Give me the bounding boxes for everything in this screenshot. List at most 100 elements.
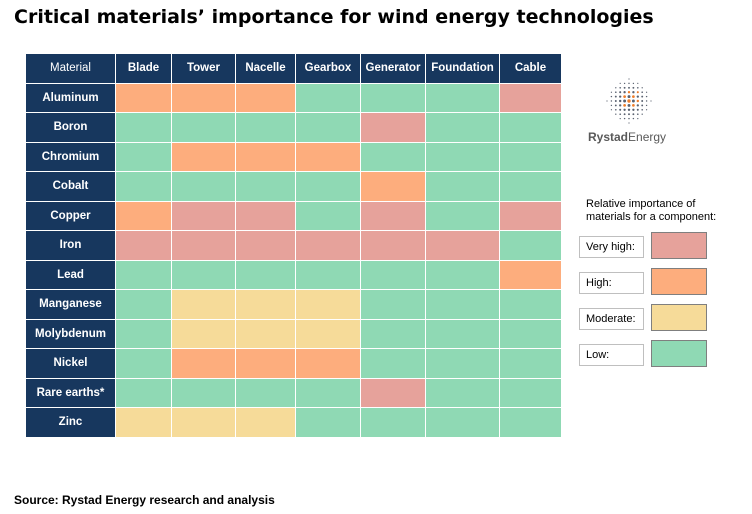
heatmap-cell: [236, 260, 295, 289]
row-label: Manganese: [26, 290, 115, 319]
heatmap-cell: [172, 378, 235, 407]
heatmap-cell: [500, 142, 561, 171]
heatmap-cell: [236, 408, 295, 437]
heatmap-cell: [500, 83, 561, 112]
heatmap-cell: [361, 83, 425, 112]
heatmap-cell: [361, 113, 425, 142]
heatmap-cell: [296, 83, 360, 112]
row-label: Iron: [26, 231, 115, 260]
heatmap-cell: [500, 290, 561, 319]
heatmap-cell: [296, 349, 360, 378]
column-header: Blade: [116, 54, 171, 83]
heatmap-cell: [116, 113, 171, 142]
heatmap-cell: [426, 142, 499, 171]
row-label: Copper: [26, 201, 115, 230]
heatmap-cell: [172, 201, 235, 230]
heatmap-cell: [296, 231, 360, 260]
heatmap-cell: [236, 319, 295, 348]
row-label: Aluminum: [26, 83, 115, 112]
heatmap-cell: [116, 172, 171, 201]
heatmap-cell: [426, 260, 499, 289]
column-header: Generator: [361, 54, 425, 83]
legend-label: High:: [579, 272, 644, 294]
heatmap-cell: [361, 172, 425, 201]
legend-swatch: [651, 340, 707, 367]
legend-title: Relative importance of materials for a c…: [586, 198, 717, 223]
heatmap-cell: [236, 113, 295, 142]
heatmap-cell: [361, 260, 425, 289]
row-label: Molybdenum: [26, 319, 115, 348]
row-label: Nickel: [26, 349, 115, 378]
heatmap-cell: [361, 408, 425, 437]
heatmap-cell: [236, 172, 295, 201]
heatmap-cell: [296, 201, 360, 230]
heatmap-cell: [172, 113, 235, 142]
row-label: Boron: [26, 113, 115, 142]
heatmap-cell: [172, 231, 235, 260]
heatmap-cell: [500, 172, 561, 201]
row-label: Zinc: [26, 408, 115, 437]
heatmap-cell: [361, 378, 425, 407]
legend-label: Low:: [579, 344, 644, 366]
heatmap-cell: [361, 349, 425, 378]
heatmap-cell: [236, 201, 295, 230]
brand-name-bold: Rystad: [588, 130, 629, 144]
heatmap-cell: [426, 290, 499, 319]
heatmap-cell: [426, 113, 499, 142]
heatmap-cell: [236, 231, 295, 260]
heatmap-cell: [236, 142, 295, 171]
row-label: Lead: [26, 260, 115, 289]
heatmap-cell: [361, 201, 425, 230]
heatmap-cell: [172, 260, 235, 289]
heatmap-cell: [426, 201, 499, 230]
column-header: Tower: [172, 54, 235, 83]
heatmap-cell: [296, 172, 360, 201]
rystad-logo-icon: [606, 78, 652, 124]
heatmap-cell: [296, 319, 360, 348]
heatmap-cell: [426, 231, 499, 260]
heatmap-cell: [172, 172, 235, 201]
heatmap-cell: [172, 83, 235, 112]
row-label: Chromium: [26, 142, 115, 171]
brand-name: RystadEnergy: [588, 130, 666, 144]
legend-swatch: [651, 268, 707, 295]
column-header: Cable: [500, 54, 561, 83]
heatmap-cell: [172, 290, 235, 319]
column-header: Nacelle: [236, 54, 295, 83]
heatmap-cell: [500, 201, 561, 230]
legend-swatch: [651, 304, 707, 331]
heatmap-cell: [236, 83, 295, 112]
heatmap-cell: [116, 378, 171, 407]
heatmap-cell: [296, 408, 360, 437]
heatmap-cell: [361, 290, 425, 319]
heatmap-cell: [426, 408, 499, 437]
heatmap-cell: [426, 349, 499, 378]
header-material: Material: [26, 54, 115, 83]
heatmap-cell: [116, 201, 171, 230]
heatmap-cell: [426, 319, 499, 348]
heatmap-cell: [500, 349, 561, 378]
heatmap-cell: [426, 378, 499, 407]
heatmap-cell: [426, 172, 499, 201]
legend-swatch: [651, 232, 707, 259]
heatmap-cell: [116, 231, 171, 260]
importance-heatmap: Material Blade Tower Nacelle Gearbox Generato…: [26, 54, 561, 437]
column-header: Gearbox: [296, 54, 360, 83]
heatmap-cell: [361, 142, 425, 171]
heatmap-cell: [296, 113, 360, 142]
heatmap-cell: [361, 231, 425, 260]
heatmap-cell: [172, 319, 235, 348]
heatmap-cell: [116, 260, 171, 289]
heatmap-cell: [361, 319, 425, 348]
heatmap-cell: [296, 290, 360, 319]
legend-label: Very high:: [579, 236, 644, 258]
heatmap-cell: [116, 349, 171, 378]
heatmap-cell: [500, 378, 561, 407]
legend-label: Moderate:: [579, 308, 644, 330]
heatmap-cell: [236, 378, 295, 407]
heatmap-cell: [116, 83, 171, 112]
heatmap-cell: [116, 290, 171, 319]
heatmap-cell: [296, 260, 360, 289]
heatmap-cell: [172, 349, 235, 378]
heatmap-cell: [172, 408, 235, 437]
